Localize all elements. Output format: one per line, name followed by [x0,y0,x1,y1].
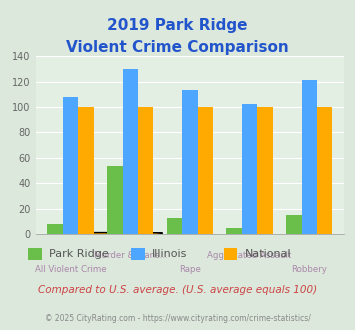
FancyBboxPatch shape [50,233,162,235]
Text: Park Ridge: Park Ridge [49,249,109,259]
Bar [198,107,213,234]
Bar [138,107,153,234]
Text: Rape: Rape [179,265,201,274]
Bar [226,228,242,234]
Text: Murder & Mans...: Murder & Mans... [93,251,167,260]
Bar [48,224,63,234]
FancyBboxPatch shape [50,233,162,235]
Text: Robbery: Robbery [291,265,327,274]
Text: Aggravated Assault: Aggravated Assault [207,251,292,260]
Text: Compared to U.S. average. (U.S. average equals 100): Compared to U.S. average. (U.S. average … [38,285,317,295]
Bar [122,69,138,234]
Bar [78,107,94,234]
Bar [242,105,257,234]
Bar [257,107,273,234]
Text: © 2025 CityRating.com - https://www.cityrating.com/crime-statistics/: © 2025 CityRating.com - https://www.city… [45,314,310,323]
Text: Violent Crime Comparison: Violent Crime Comparison [66,40,289,55]
Bar [167,218,182,234]
Text: Illinois: Illinois [152,249,187,259]
Bar [182,90,198,234]
Bar [301,80,317,234]
Text: National: National [244,249,291,259]
FancyBboxPatch shape [50,233,162,235]
Bar [63,97,78,234]
Bar [107,166,122,234]
Bar [317,107,332,234]
Text: All Violent Crime: All Violent Crime [35,265,106,274]
Text: 2019 Park Ridge: 2019 Park Ridge [107,18,248,33]
Bar [286,215,301,234]
